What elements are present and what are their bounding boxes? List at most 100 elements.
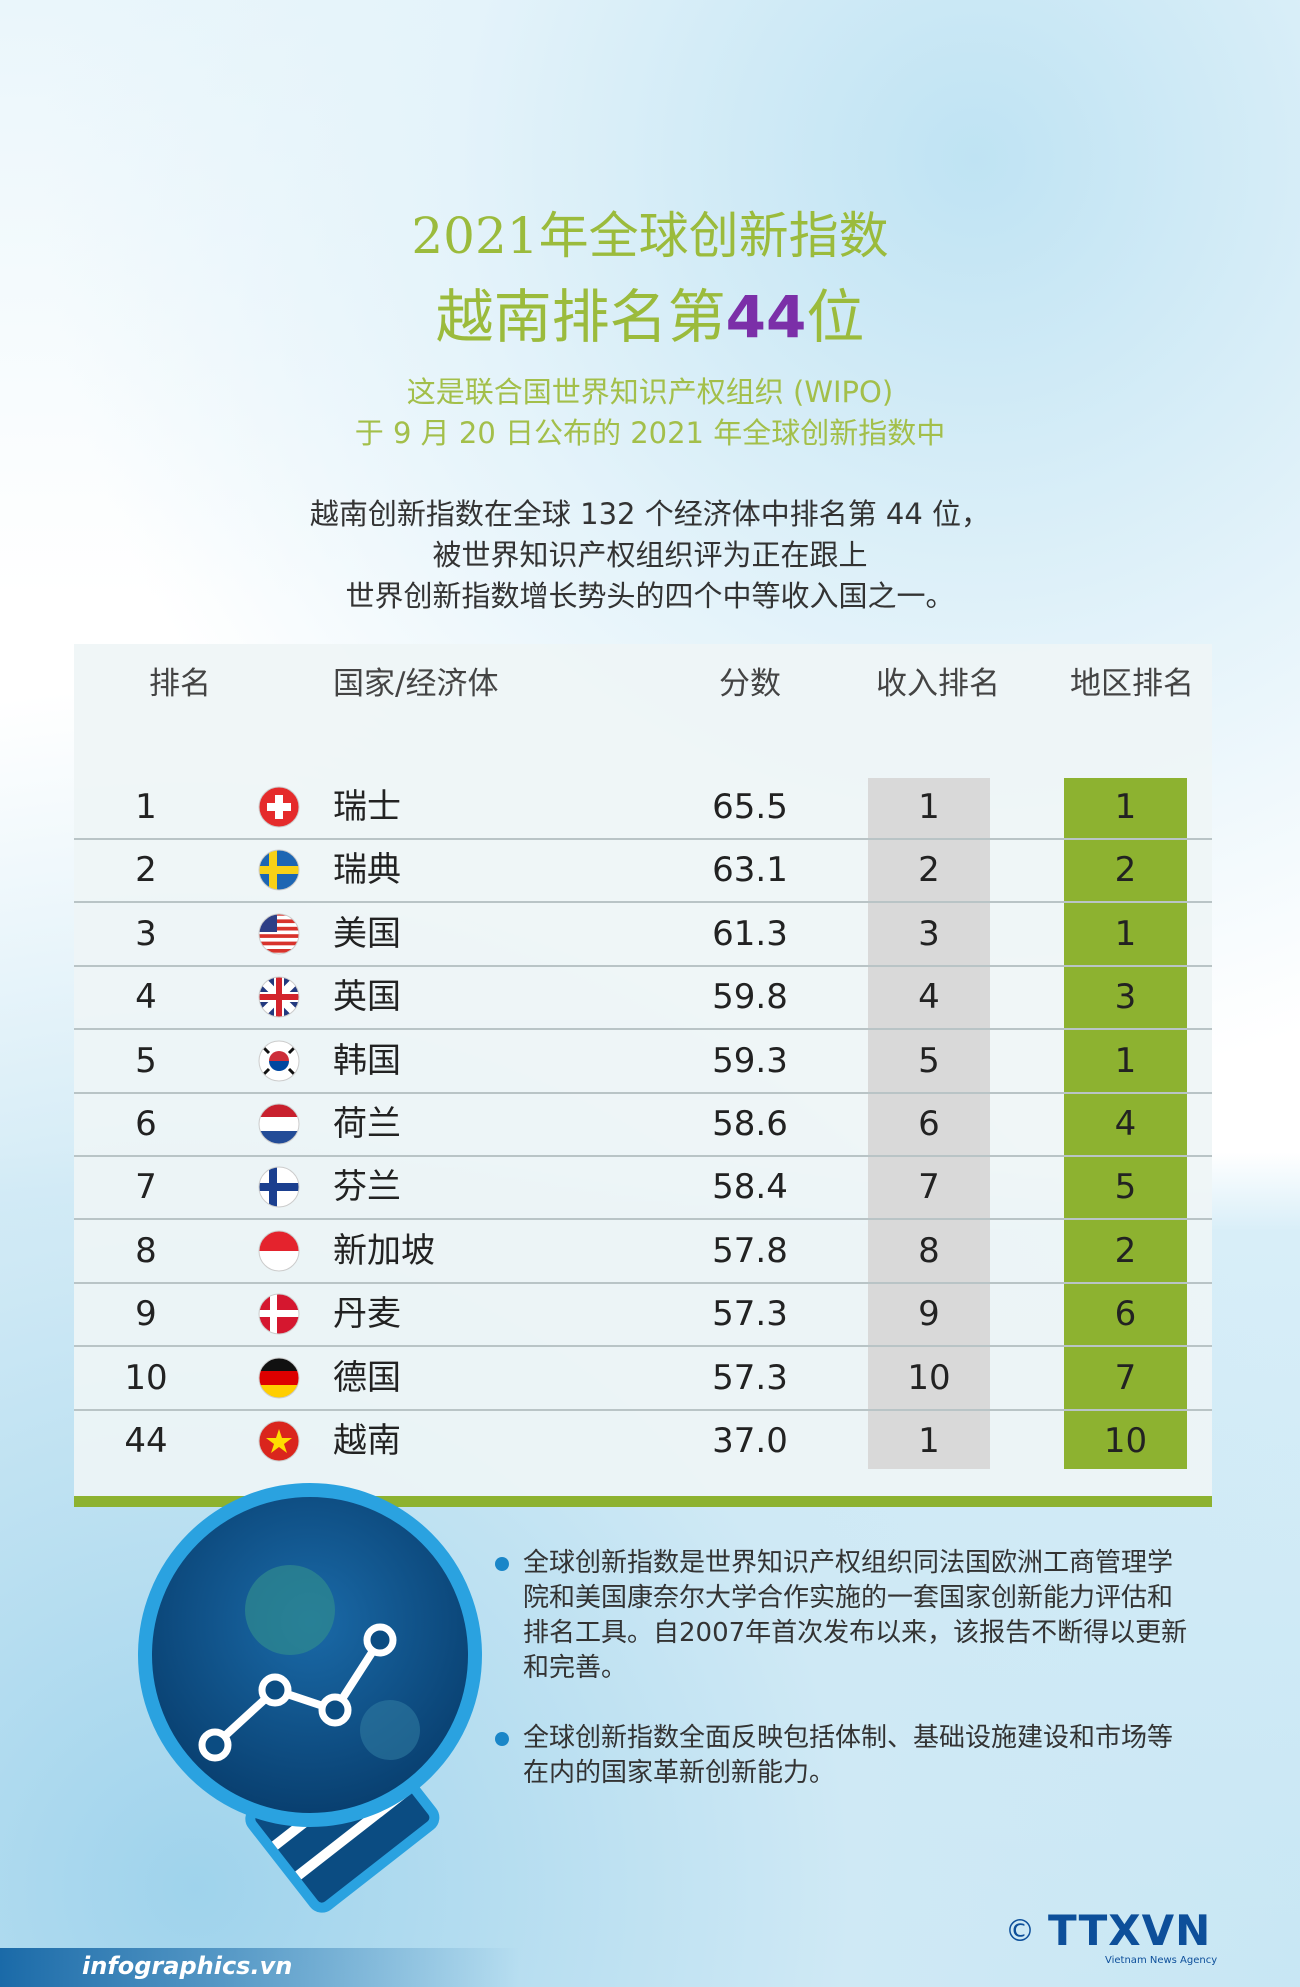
table-cell: 1 xyxy=(918,787,940,827)
table-cell: 5 xyxy=(1114,1167,1137,1208)
flag-icon xyxy=(258,1293,300,1335)
country-name: 韩国 xyxy=(333,1040,401,1081)
table-cell: 1 xyxy=(1114,1040,1137,1081)
table-cell: 63.1 xyxy=(712,850,788,891)
table-cell: 5 xyxy=(135,1040,157,1081)
country-name: 瑞典 xyxy=(333,850,401,891)
table-cell: 7 xyxy=(1114,1357,1137,1398)
flag-icon xyxy=(258,786,300,828)
table-cell: 2 xyxy=(918,850,940,891)
flag xyxy=(257,1419,301,1463)
table-cell: 7 xyxy=(918,1167,940,1208)
row-divider xyxy=(74,1345,1212,1348)
column-header: 国家/经济体 xyxy=(333,666,499,702)
country-name: 新加坡 xyxy=(333,1230,435,1271)
table-cell: 4 xyxy=(918,977,940,1018)
country-name: 越南 xyxy=(333,1421,401,1461)
flag-icon xyxy=(258,1230,300,1272)
flag xyxy=(257,1356,301,1400)
table-panel xyxy=(74,644,1212,1498)
flag-icon xyxy=(258,849,300,891)
table-cell: 4 xyxy=(1114,1104,1137,1144)
country-name: 英国 xyxy=(333,977,401,1018)
flag-icon xyxy=(258,1420,300,1462)
table-cell: 57.8 xyxy=(712,1230,788,1271)
agency-logo: TTXVN xyxy=(1048,1906,1212,1955)
table-cell: 1 xyxy=(1114,787,1137,827)
table-cell: 44 xyxy=(124,1421,168,1461)
subtitle-line: 于 9 月 20 日公布的 2021 年全球创新指数中 xyxy=(354,416,946,450)
table-cell: 8 xyxy=(135,1230,157,1271)
bullet xyxy=(495,1557,509,1571)
table-cell: 7 xyxy=(135,1167,157,1208)
table-cell: 6 xyxy=(135,1104,157,1144)
flag-icon xyxy=(258,1103,300,1145)
table-cell: 3 xyxy=(1114,977,1137,1018)
table-cell: 3 xyxy=(918,913,940,954)
country-name: 美国 xyxy=(333,913,401,954)
table-bottom-bar xyxy=(74,1496,1212,1507)
source: infographics.vn xyxy=(82,1952,293,1980)
row-divider xyxy=(74,964,1212,967)
footer-strip xyxy=(0,1948,1300,1987)
flag xyxy=(257,848,301,892)
table-cell: 2 xyxy=(1114,850,1137,891)
intro-line: 越南创新指数在全球 132 个经济体中排名第 44 位， xyxy=(309,497,991,531)
flag-icon xyxy=(258,976,300,1018)
table-cell: 6 xyxy=(1114,1294,1137,1335)
flag-icon xyxy=(258,1166,300,1208)
table-cell: 8 xyxy=(918,1230,940,1271)
column-header: 收入排名 xyxy=(876,666,1000,702)
flag xyxy=(257,1165,301,1209)
table-cell: 3 xyxy=(135,913,157,954)
agency-english: Vietnam News Agency xyxy=(1105,1955,1218,1966)
intro-line: 世界创新指数增长势头的四个中等收入国之一。 xyxy=(345,579,955,613)
row-divider xyxy=(74,901,1212,904)
table-cell: 5 xyxy=(918,1040,940,1081)
table-cell: 2 xyxy=(135,850,157,891)
subtitle: 这是联合国世界知识产权组织 (WIPO) 于 9 月 20 日公布的 2021 … xyxy=(0,372,1300,454)
flag-icon xyxy=(258,913,300,955)
flag xyxy=(257,1102,301,1146)
table-cell: 9 xyxy=(918,1294,940,1335)
column-header: 分数 xyxy=(719,666,781,702)
title-highlight: 44 xyxy=(725,283,807,351)
bullet xyxy=(495,1732,509,1746)
row-divider xyxy=(74,1281,1212,1284)
table-cell: 1 xyxy=(1114,913,1137,954)
row-divider xyxy=(74,1218,1212,1221)
row-divider xyxy=(74,1408,1212,1411)
flag-icon xyxy=(258,1357,300,1399)
table-cell: 37.0 xyxy=(712,1421,788,1461)
row-divider xyxy=(74,1155,1212,1157)
subtitle-line: 这是联合国世界知识产权组织 (WIPO) xyxy=(406,375,894,409)
table-cell: 65.5 xyxy=(712,787,788,827)
intro: 越南创新指数在全球 132 个经济体中排名第 44 位， 被世界知识产权组织评为… xyxy=(0,494,1300,617)
table-cell: 6 xyxy=(918,1104,940,1144)
table-cell: 10 xyxy=(907,1357,951,1398)
table-cell: 57.3 xyxy=(712,1294,788,1335)
title-text: 位 xyxy=(806,283,865,351)
table-cell: 58.6 xyxy=(712,1104,788,1144)
title-line2: 越南排名第44位 xyxy=(0,270,1300,354)
table-cell: 10 xyxy=(1103,1421,1148,1461)
table-cell: 2 xyxy=(1114,1230,1137,1271)
table-cell: 4 xyxy=(135,977,157,1018)
country-name: 丹麦 xyxy=(333,1294,401,1335)
column-header: 地区排名 xyxy=(1070,666,1194,702)
column-header: 排名 xyxy=(149,666,211,702)
table-cell: 1 xyxy=(135,787,157,827)
note: 全球创新指数全面反映包括体制、基础设施建设和市场等在内的国家革新创新能力。 xyxy=(523,1723,1174,1788)
income-column-bg xyxy=(868,778,990,1469)
country-name: 瑞士 xyxy=(333,787,401,827)
country-name: 荷兰 xyxy=(333,1104,401,1144)
flag xyxy=(257,1039,301,1083)
table-cell: 61.3 xyxy=(712,913,788,954)
row-divider xyxy=(74,1028,1212,1031)
table-cell: 9 xyxy=(135,1294,157,1335)
intro-line: 被世界知识产权组织评为正在跟上 xyxy=(432,538,868,572)
table-cell: 57.3 xyxy=(712,1357,788,1398)
table-cell: 59.8 xyxy=(712,977,788,1018)
flag-icon xyxy=(258,1040,300,1082)
